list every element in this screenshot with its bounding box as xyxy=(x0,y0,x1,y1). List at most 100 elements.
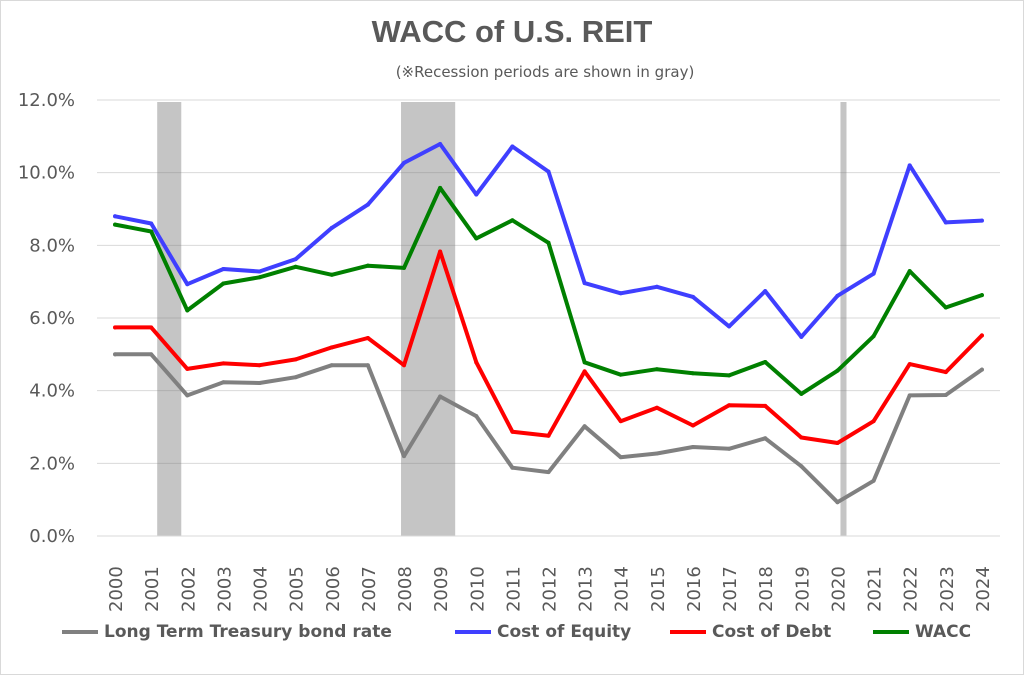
data-point xyxy=(402,454,407,459)
data-point xyxy=(582,360,587,365)
data-point xyxy=(618,455,623,460)
data-point xyxy=(618,291,623,296)
x-tick-label: 2023 xyxy=(937,566,958,612)
x-tick-label: 2009 xyxy=(431,566,452,612)
x-tick-label: 2021 xyxy=(865,566,886,612)
data-point xyxy=(221,266,226,271)
legend-label: Cost of Equity xyxy=(497,622,632,642)
data-point xyxy=(185,393,190,398)
legend-swatch xyxy=(62,630,98,634)
data-point xyxy=(293,375,298,380)
data-point xyxy=(835,500,840,505)
data-point xyxy=(690,444,695,449)
data-point xyxy=(329,225,334,230)
legend-swatch xyxy=(455,630,491,634)
data-point xyxy=(474,192,479,197)
data-point xyxy=(907,362,912,367)
data-point xyxy=(835,368,840,373)
data-point xyxy=(438,394,443,399)
data-point xyxy=(185,308,190,313)
data-point xyxy=(763,403,768,408)
legend-swatch xyxy=(670,630,706,634)
x-tick-label: 2003 xyxy=(214,566,235,612)
data-point xyxy=(690,371,695,376)
data-point xyxy=(546,470,551,475)
data-point xyxy=(257,363,262,368)
data-point xyxy=(943,305,948,310)
data-point xyxy=(257,381,262,386)
legend-item: WACC xyxy=(873,622,971,642)
x-tick-label: 2005 xyxy=(287,566,308,612)
data-point xyxy=(943,393,948,398)
data-point xyxy=(799,464,804,469)
data-point xyxy=(546,240,551,245)
data-point xyxy=(979,333,984,338)
y-tick-label: 8.0% xyxy=(29,235,75,256)
data-point xyxy=(943,370,948,375)
x-tick-label: 2007 xyxy=(359,566,380,612)
data-point xyxy=(799,391,804,396)
x-tick-label: 2020 xyxy=(828,566,849,612)
data-point xyxy=(365,202,370,207)
data-point xyxy=(907,269,912,274)
y-tick-label: 0.0% xyxy=(29,526,75,547)
x-tick-label: 2006 xyxy=(323,566,344,612)
legend-item: Long Term Treasury bond rate xyxy=(62,622,392,642)
x-tick-label: 2012 xyxy=(540,566,561,612)
data-point xyxy=(329,363,334,368)
data-point xyxy=(293,257,298,262)
data-point xyxy=(438,141,443,146)
data-point xyxy=(871,478,876,483)
x-tick-label: 2024 xyxy=(973,566,994,612)
data-point xyxy=(149,352,154,357)
data-point xyxy=(113,222,118,227)
y-tick-label: 2.0% xyxy=(29,453,75,474)
data-point xyxy=(113,352,118,357)
data-point xyxy=(763,359,768,364)
data-point xyxy=(871,419,876,424)
legend-swatch xyxy=(873,630,909,634)
x-tick-label: 2014 xyxy=(612,566,633,612)
data-point xyxy=(257,275,262,280)
data-point xyxy=(185,282,190,287)
data-point xyxy=(149,325,154,330)
legend-item: Cost of Equity xyxy=(455,622,631,642)
x-tick-label: 2019 xyxy=(792,566,813,612)
x-tick-label: 2001 xyxy=(142,566,163,612)
data-point xyxy=(185,366,190,371)
data-point xyxy=(799,334,804,339)
data-point xyxy=(474,414,479,419)
data-point xyxy=(582,281,587,286)
data-point xyxy=(365,335,370,340)
data-point xyxy=(329,272,334,277)
series-line-0 xyxy=(113,352,984,505)
data-point xyxy=(402,265,407,270)
data-point xyxy=(763,289,768,294)
data-point xyxy=(835,293,840,298)
data-point xyxy=(113,325,118,330)
x-tick-label: 2011 xyxy=(503,566,524,612)
data-point xyxy=(257,269,262,274)
data-point xyxy=(727,373,732,378)
data-point xyxy=(474,360,479,365)
data-point xyxy=(546,433,551,438)
data-point xyxy=(149,221,154,226)
chart-legend: Long Term Treasury bond rate Cost of Equi… xyxy=(0,622,1024,648)
data-point xyxy=(943,220,948,225)
data-point xyxy=(221,361,226,366)
data-point xyxy=(510,218,515,223)
x-tick-label: 2000 xyxy=(106,566,127,612)
data-point xyxy=(654,451,659,456)
data-point xyxy=(799,435,804,440)
x-tick-label: 2022 xyxy=(901,566,922,612)
legend-label: WACC xyxy=(915,622,972,642)
data-point xyxy=(149,229,154,234)
data-point xyxy=(293,357,298,362)
data-point xyxy=(329,345,334,350)
data-point xyxy=(654,405,659,410)
data-point xyxy=(979,293,984,298)
data-point xyxy=(654,367,659,372)
data-point xyxy=(402,160,407,165)
data-point xyxy=(474,236,479,241)
